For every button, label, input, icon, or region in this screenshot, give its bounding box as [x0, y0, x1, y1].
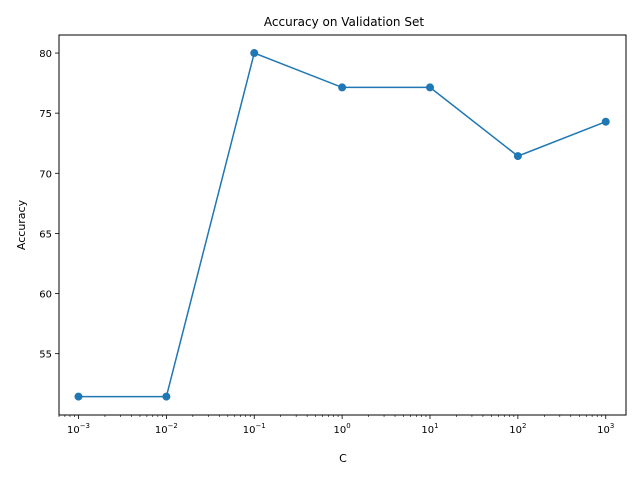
y-tick-label: 75: [39, 109, 52, 120]
y-tick-label: 60: [39, 290, 52, 301]
x-axis-label: C: [339, 452, 347, 465]
y-tick-label: 70: [39, 169, 52, 180]
data-point: [250, 49, 259, 58]
data-point: [74, 392, 83, 401]
x-tick-label: 10−2: [155, 422, 178, 436]
axes-frame: [58, 34, 627, 416]
data-point: [425, 83, 434, 92]
chart-title: Accuracy on Validation Set: [264, 15, 424, 29]
x-tick-label: 102: [509, 422, 526, 436]
y-axis-label: Accuracy: [15, 199, 28, 250]
data-point: [601, 117, 610, 126]
y-tick-label: 80: [39, 49, 52, 60]
x-tick-label: 10−3: [67, 422, 90, 436]
data-point: [513, 152, 522, 161]
axis-ticks: 10−3 10−2 10−1 100 101 102 103 55 60 65 70 75 80: [39, 49, 614, 436]
data-point: [338, 83, 347, 92]
x-tick-label: 103: [597, 422, 614, 436]
y-tick-label: 55: [39, 350, 52, 361]
y-tick-label: 65: [39, 229, 52, 240]
x-tick-label: 10−1: [243, 422, 266, 436]
plot-area: [74, 49, 610, 401]
data-point: [162, 392, 171, 401]
x-tick-label: 101: [421, 422, 438, 436]
x-tick-label: 100: [334, 422, 351, 436]
